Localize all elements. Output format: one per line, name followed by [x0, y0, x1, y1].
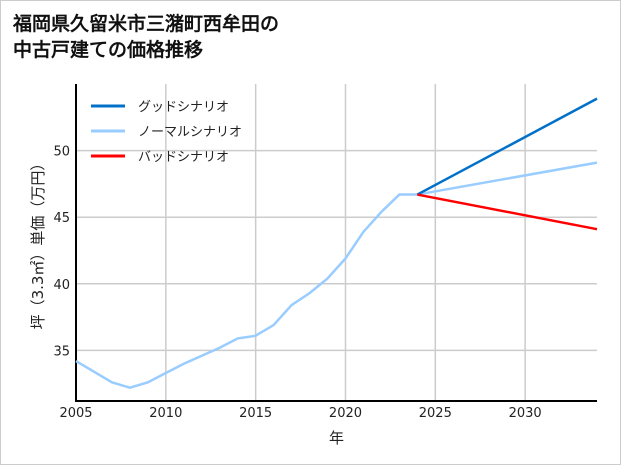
- legend-label: ノーマルシナリオ: [138, 125, 242, 140]
- series-line-ノーマルシナリオ: [75, 161, 598, 389]
- y-tick-label: 40: [53, 278, 70, 293]
- series-line-バッドシナリオ: [417, 193, 598, 231]
- x-tick-label: 2015: [239, 406, 272, 421]
- y-tick-label: 35: [53, 344, 70, 359]
- x-tick-label: 2030: [509, 406, 542, 421]
- y-tick-label: 50: [53, 145, 70, 160]
- chart-title: 福岡県久留米市三潴町西牟田の 中古戸建ての価格推移: [13, 13, 280, 61]
- x-tick-label: 2025: [419, 406, 452, 421]
- legend-label: バッドシナリオ: [138, 150, 229, 165]
- x-tick-label: 2020: [329, 406, 362, 421]
- legend-label: グッドシナリオ: [138, 100, 229, 115]
- y-axis-label: 坪（3.3㎡）単価（万円）: [29, 156, 47, 330]
- x-axis-label: 年: [329, 429, 344, 447]
- y-tick-label: 45: [53, 211, 70, 226]
- series-line-グッドシナリオ: [416, 97, 598, 196]
- x-tick-label: 2005: [59, 406, 92, 421]
- x-tick-label: 2010: [149, 406, 182, 421]
